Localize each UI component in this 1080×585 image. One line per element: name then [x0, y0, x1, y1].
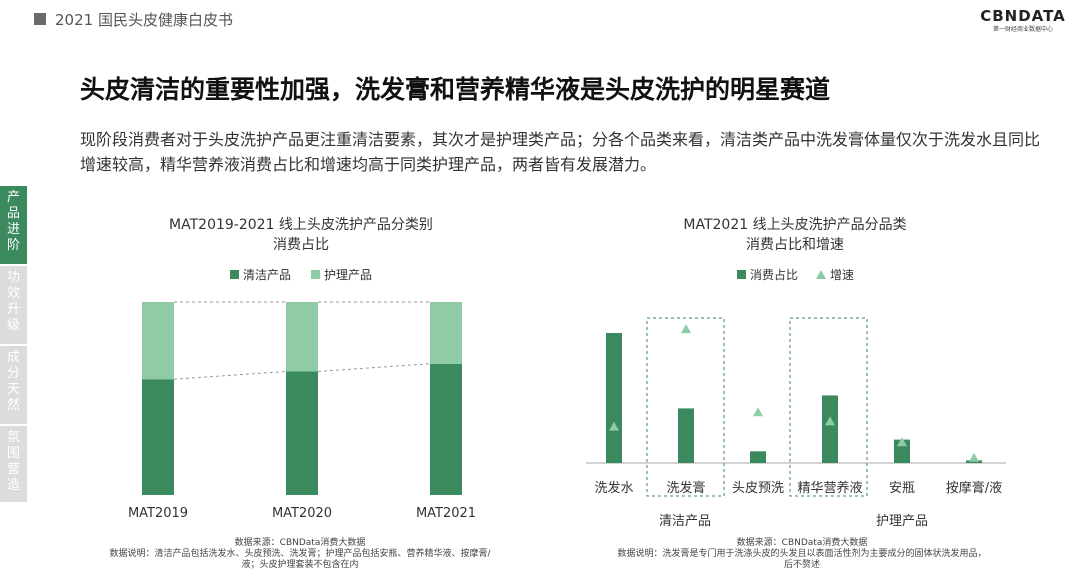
growth-marker-洗发膏 [681, 324, 691, 334]
bar-share-头皮预洗 [750, 451, 766, 463]
x-tick-label: 按摩膏/液 [946, 480, 1002, 496]
growth-marker-按摩膏/液 [969, 452, 979, 462]
connector-cleaning [173, 370, 287, 380]
bar-share-洗发膏 [678, 408, 694, 463]
x-tick-label: MAT2020 [272, 506, 332, 521]
chart1-note-source: 数据来源：CBNData消费大数据 [234, 538, 366, 548]
chart2-note-line2: 后不赘述 [783, 560, 820, 570]
legend-swatch-care [311, 270, 320, 279]
growth-marker-头皮预洗 [753, 407, 763, 417]
highlight-box-shampoo-paste [646, 317, 725, 497]
logo-text: CBNDATA [980, 7, 1066, 25]
connector-cleaning [317, 363, 431, 372]
report-title: 2021 国民头皮健康白皮书 [55, 11, 233, 29]
legend-label-cleaning: 清洁产品 [243, 268, 291, 282]
legend-label-care: 护理产品 [324, 268, 372, 282]
bar-cleaning-MAT2019 [142, 379, 174, 495]
legend-marker-growth [816, 270, 826, 279]
brand-logo: CBNDATA 第一财经商业数据中心 [980, 8, 1066, 34]
growth-marker-洗发水 [609, 421, 619, 431]
chart-product-share-growth: MAT2021 线上头皮洗护产品分品类 消费占比和增速 消费占比 增速 洗发水 洗… [586, 217, 1006, 529]
bar-care-MAT2021 [430, 302, 462, 364]
sidebar-tab-efficacy-upgrade[interactable]: 功效升级 [0, 266, 27, 344]
legend-label-growth: 增速 [830, 268, 854, 282]
chart1-title-line2: 消费占比 [273, 237, 329, 253]
sidebar-tab-natural-ingredients[interactable]: 成分天然 [0, 346, 27, 424]
legend-swatch-share [737, 270, 746, 279]
chart-category-share: MAT2019-2021 线上头皮洗护产品分类别 消费占比 清洁产品 护理产品 … [128, 217, 476, 521]
group-label-care: 护理产品 [876, 514, 928, 529]
page-title: 头皮清洁的重要性加强，洗发膏和营养精华液是头皮洗护的明星赛道 [80, 75, 831, 104]
highlight-box-essence [789, 317, 868, 497]
chart1-title-line1: MAT2019-2021 线上头皮洗护产品分类别 [169, 217, 433, 233]
growth-marker-安瓶 [897, 437, 907, 447]
chart2-title-line1: MAT2021 线上头皮洗护产品分品类 [683, 217, 906, 233]
sidebar-tab-product-advance[interactable]: 产品进阶 [0, 186, 27, 264]
bar-share-精华营养液 [822, 395, 838, 463]
legend-label-share: 消费占比 [750, 267, 798, 282]
chart1-note-line2: 液；头皮护理套装不包含在内 [241, 560, 359, 570]
bar-cleaning-MAT2021 [430, 363, 462, 495]
group-label-cleaning: 清洁产品 [659, 514, 711, 529]
logo-subtitle: 第一财经商业数据中心 [992, 26, 1053, 33]
chart1-note-line1: 数据说明：清洁产品包括洗发水、头皮预洗、洗发膏；护理产品包括安瓶、营养精华液、按… [109, 549, 491, 559]
page-description: 现阶段消费者对于头皮洗护产品更注重清洁要素，其次才是护理类产品；分各个品类来看，… [80, 130, 1041, 174]
legend-swatch-cleaning [230, 270, 239, 279]
x-tick-label: 安瓶 [889, 481, 915, 496]
x-tick-label: 头皮预洗 [732, 481, 784, 496]
chart2-note-line1: 数据说明：洗发膏是专门用于洗涤头皮的头发且以表面活性剂为主要成分的固体状洗发用品… [617, 549, 987, 559]
header-square-icon [34, 13, 46, 25]
bar-care-MAT2019 [142, 302, 174, 380]
x-tick-label: MAT2019 [128, 506, 188, 521]
chart1-notes: 数据来源：CBNData消费大数据 数据说明：清洁产品包括洗发水、头皮预洗、洗发… [80, 538, 520, 571]
bar-care-MAT2020 [286, 302, 318, 372]
x-tick-label: 精华营养液 [797, 480, 862, 496]
bar-share-洗发水 [606, 333, 622, 463]
chart2-notes: 数据来源：CBNData消费大数据 数据说明：洗发膏是专门用于洗涤头皮的头发且以… [582, 538, 1022, 571]
growth-marker-精华营养液 [825, 416, 835, 426]
x-tick-label: 洗发水 [594, 480, 633, 496]
x-tick-label: MAT2021 [416, 506, 476, 521]
x-tick-label: 洗发膏 [666, 480, 705, 496]
bar-cleaning-MAT2020 [286, 371, 318, 495]
chart2-title-line2: 消费占比和增速 [746, 237, 844, 253]
chart2-note-source: 数据来源：CBNData消费大数据 [736, 538, 868, 548]
sidebar-tab-atmosphere[interactable]: 氛围营造 [0, 426, 27, 502]
